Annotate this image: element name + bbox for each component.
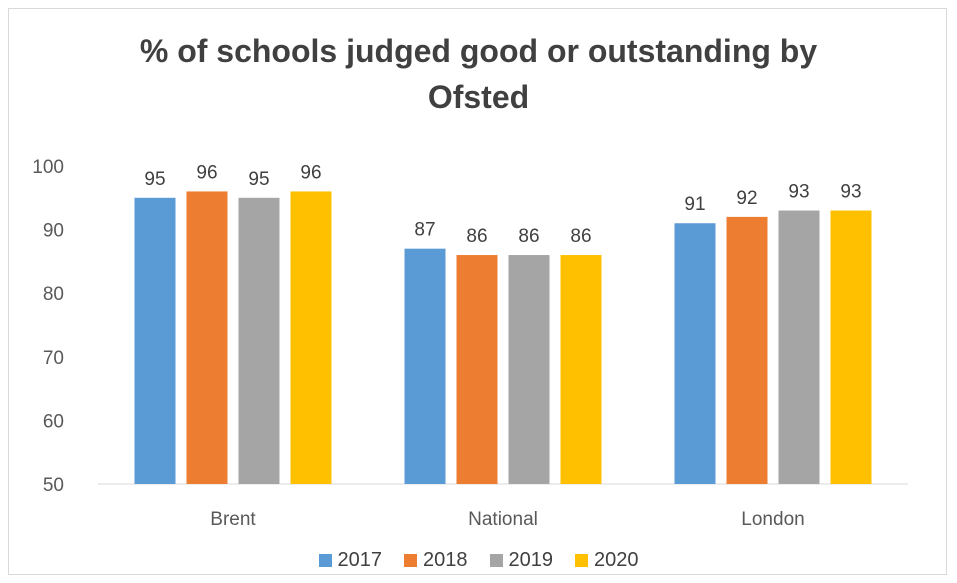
bar: [560, 255, 602, 484]
bar: [456, 255, 498, 484]
x-tick-label: Brent: [210, 509, 256, 530]
x-tick-label: London: [741, 509, 804, 530]
chart-title-line: % of schools judged good or outstanding …: [139, 33, 818, 69]
data-label: 93: [840, 182, 861, 203]
legend-label: 2017: [337, 548, 383, 571]
bar: [290, 191, 332, 484]
data-label: 95: [144, 169, 165, 190]
data-label: 86: [570, 226, 591, 247]
legend-item: 2020: [575, 549, 639, 572]
chart-title: % of schools judged good or outstanding …: [0, 28, 957, 120]
chart-title-line: Ofsted: [427, 79, 530, 115]
y-tick-label: 90: [43, 221, 64, 242]
data-label: 91: [684, 194, 705, 215]
y-tick-label: 80: [43, 284, 64, 305]
bar: [134, 197, 176, 485]
bar: [186, 191, 228, 484]
data-label: 96: [300, 162, 321, 183]
x-tick-label: National: [468, 509, 538, 530]
y-tick-label: 70: [43, 348, 64, 369]
bar: [238, 197, 280, 485]
bar: [508, 255, 550, 484]
legend-item: 2018: [404, 549, 468, 572]
legend-swatch: [575, 553, 588, 567]
bar: [778, 210, 820, 484]
data-label: 87: [414, 220, 435, 241]
bar: [404, 248, 446, 484]
legend-item: 2017: [318, 548, 383, 572]
chart-legend: 2017 2018 2019 2020: [0, 548, 957, 572]
bar: [726, 216, 768, 484]
data-label: 93: [788, 182, 809, 203]
chart-title-text: % of schools judged good or outstanding …: [0, 28, 957, 120]
legend-label: 2019: [508, 548, 554, 571]
y-tick-label: 100: [32, 157, 64, 178]
y-tick-label: 60: [43, 411, 64, 432]
legend-label: 2018: [423, 548, 468, 571]
y-tick-label: 50: [43, 475, 64, 496]
legend-label: 2020: [594, 548, 639, 571]
data-label: 95: [248, 169, 269, 190]
data-label: 96: [196, 162, 217, 183]
legend-swatch: [404, 553, 417, 567]
legend-item: 2019: [489, 548, 554, 572]
data-label: 86: [518, 226, 539, 247]
data-label: 92: [736, 188, 757, 209]
legend-swatch: [489, 553, 503, 567]
data-label: 86: [466, 226, 487, 247]
bar: [674, 223, 716, 485]
bar: [830, 210, 872, 484]
legend-swatch: [318, 553, 332, 567]
